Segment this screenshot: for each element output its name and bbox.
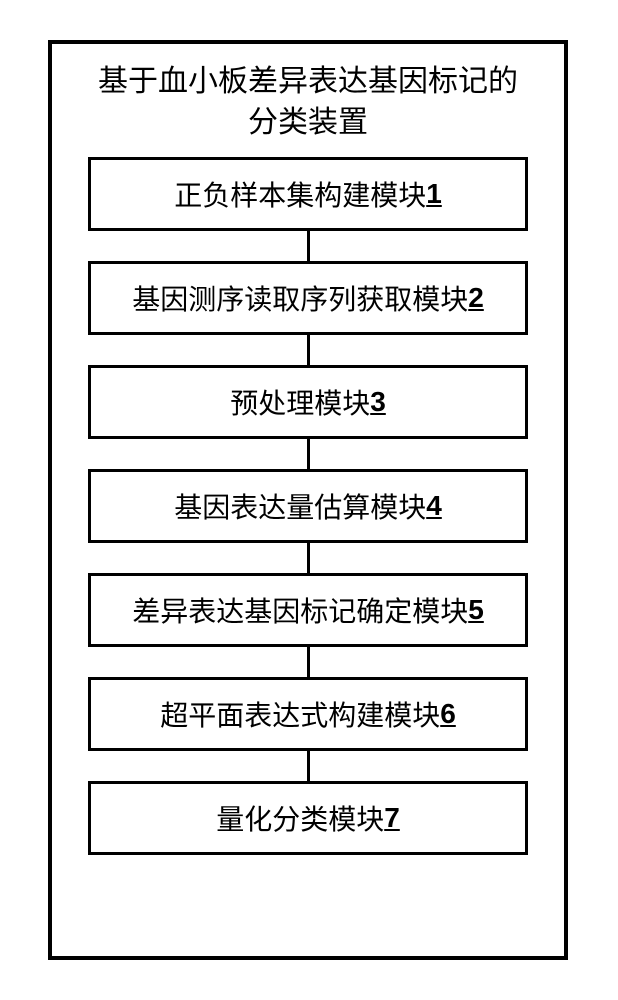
- title-line-1: 基于血小板差异表达基因标记的: [98, 62, 518, 103]
- connector-line: [307, 647, 310, 677]
- module-number: 5: [468, 594, 484, 626]
- module-label: 差异表达基因标记确定模块: [132, 590, 468, 630]
- module-label: 正负样本集构建模块: [174, 174, 426, 214]
- module-number: 7: [384, 802, 400, 834]
- module-box: 预处理模块3: [88, 365, 528, 439]
- module-list: 正负样本集构建模块1 基因测序读取序列获取模块2 预处理模块3 基因表达量估算模块4 差…: [88, 157, 528, 855]
- module-label: 预处理模块: [230, 382, 370, 422]
- connector-line: [307, 439, 310, 469]
- module-box: 基因表达量估算模块4: [88, 469, 528, 543]
- module-label: 基因测序读取序列获取模块: [132, 278, 468, 318]
- module-number: 6: [440, 698, 456, 730]
- module-box: 量化分类模块7: [88, 781, 528, 855]
- module-box: 正负样本集构建模块1: [88, 157, 528, 231]
- module-number: 4: [426, 490, 442, 522]
- connector-line: [307, 543, 310, 573]
- connector-line: [307, 751, 310, 781]
- module-box: 基因测序读取序列获取模块2: [88, 261, 528, 335]
- device-container: 基于血小板差异表达基因标记的 分类装置 正负样本集构建模块1 基因测序读取序列获取…: [48, 40, 568, 960]
- connector-line: [307, 231, 310, 261]
- title-line-2: 分类装置: [98, 103, 518, 144]
- connector-line: [307, 335, 310, 365]
- module-label: 基因表达量估算模块: [174, 486, 426, 526]
- module-label: 超平面表达式构建模块: [160, 694, 440, 734]
- module-number: 1: [426, 178, 442, 210]
- module-box: 超平面表达式构建模块6: [88, 677, 528, 751]
- device-title: 基于血小板差异表达基因标记的 分类装置: [98, 62, 518, 143]
- module-box: 差异表达基因标记确定模块5: [88, 573, 528, 647]
- module-number: 3: [370, 386, 386, 418]
- module-label: 量化分类模块: [216, 798, 384, 838]
- module-number: 2: [468, 282, 484, 314]
